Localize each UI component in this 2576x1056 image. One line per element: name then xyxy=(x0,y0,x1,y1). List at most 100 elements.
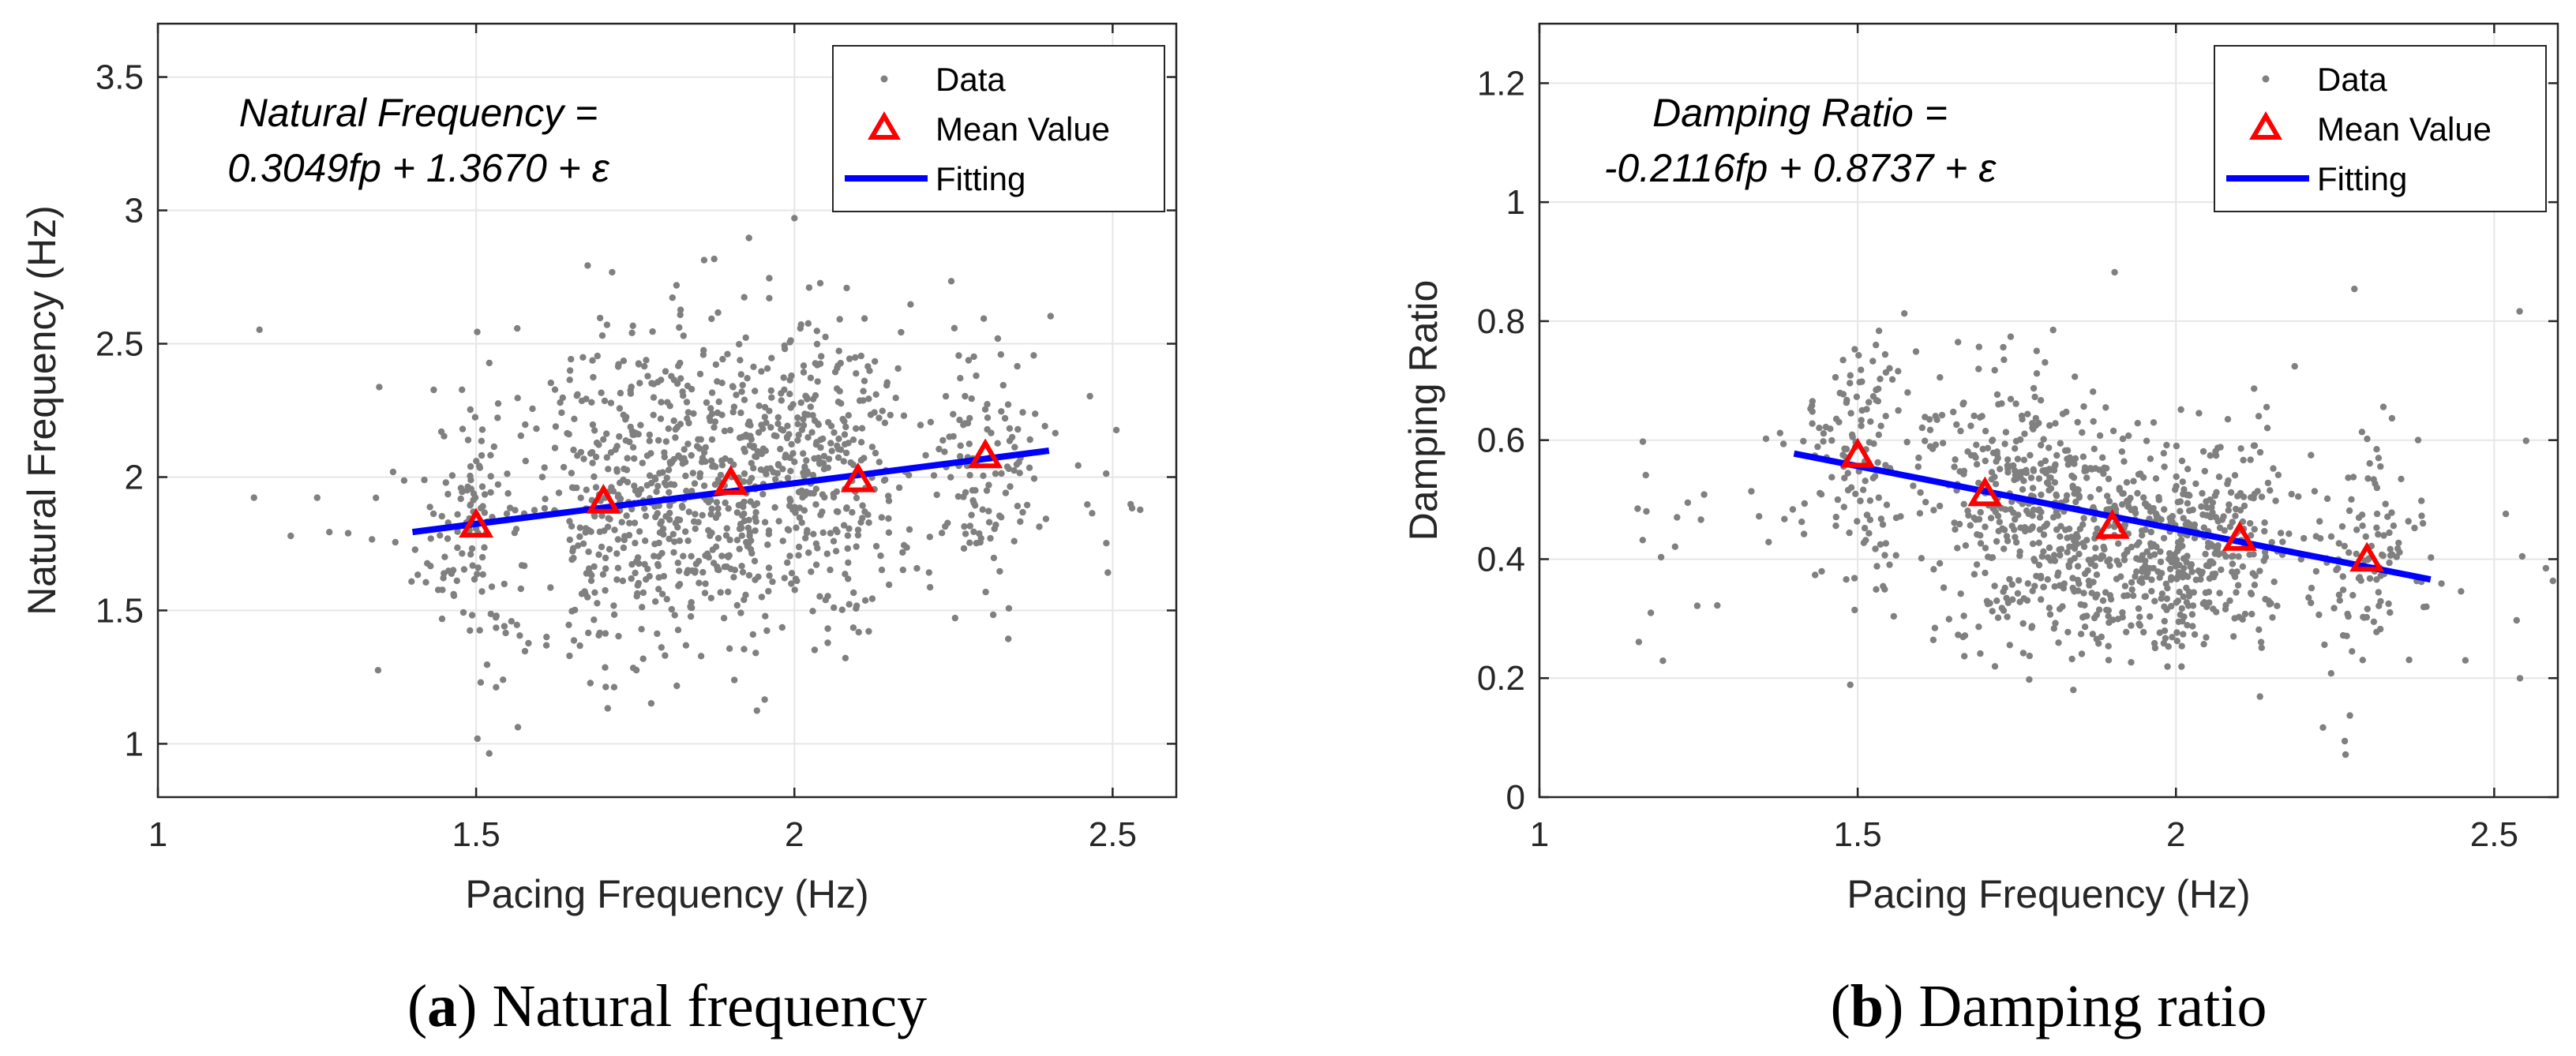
data-point xyxy=(2118,448,2126,455)
data-point xyxy=(2165,556,2173,563)
data-point xyxy=(1873,563,1880,570)
data-point xyxy=(1957,427,1964,435)
data-point xyxy=(804,320,812,327)
data-point xyxy=(774,420,782,428)
data-point xyxy=(568,556,576,564)
data-point xyxy=(2173,575,2180,582)
data-point xyxy=(584,594,591,601)
data-point xyxy=(487,451,494,459)
data-point xyxy=(860,388,867,395)
data-point xyxy=(566,518,573,525)
data-point xyxy=(1828,436,1835,444)
data-point xyxy=(824,625,831,632)
legend-mean-marker xyxy=(868,111,901,140)
data-point xyxy=(2128,586,2135,594)
data-point xyxy=(696,470,704,477)
data-point xyxy=(791,586,798,594)
data-point xyxy=(2152,475,2160,482)
data-point xyxy=(2030,384,2038,392)
data-point xyxy=(2121,522,2129,529)
data-point xyxy=(2177,498,2184,505)
data-point xyxy=(1841,474,1848,481)
data-point xyxy=(1853,393,1861,400)
data-point xyxy=(2261,519,2268,526)
data-point xyxy=(899,549,906,556)
data-point xyxy=(2184,466,2192,473)
data-point xyxy=(2154,513,2162,521)
data-point xyxy=(1847,380,1854,387)
data-point xyxy=(2414,436,2422,444)
data-point xyxy=(973,540,981,547)
data-point xyxy=(2349,592,2357,599)
data-point xyxy=(858,425,866,432)
data-point xyxy=(2258,644,2265,651)
data-point xyxy=(2019,486,2027,493)
data-point xyxy=(577,494,584,501)
data-point xyxy=(2139,579,2146,586)
data-point xyxy=(620,544,628,552)
data-point xyxy=(646,472,654,479)
data-point xyxy=(2094,525,2101,533)
data-point xyxy=(2040,531,2048,538)
data-point xyxy=(1892,514,1900,522)
data-point xyxy=(1916,510,1924,517)
data-point xyxy=(683,399,691,406)
data-point xyxy=(2090,445,2098,452)
data-point xyxy=(606,515,613,522)
data-point xyxy=(714,564,721,571)
data-point xyxy=(476,464,484,471)
data-point xyxy=(2012,471,2019,478)
data-point xyxy=(2212,447,2219,455)
data-point xyxy=(494,400,502,407)
data-point xyxy=(796,504,804,511)
data-point xyxy=(2033,370,2041,377)
data-point xyxy=(2268,538,2275,546)
data-point xyxy=(2348,496,2355,503)
data-point xyxy=(2035,419,2042,427)
data-point xyxy=(1877,541,1884,548)
data-point xyxy=(798,487,805,494)
data-point xyxy=(467,501,474,508)
data-point xyxy=(2225,507,2232,514)
data-point xyxy=(684,440,692,447)
data-point xyxy=(2180,564,2188,572)
data-point xyxy=(674,524,681,531)
data-point xyxy=(1809,408,1816,415)
data-point xyxy=(998,470,1005,477)
data-point xyxy=(2055,639,2062,646)
data-point xyxy=(739,381,746,389)
data-point xyxy=(2024,580,2031,587)
data-point xyxy=(642,512,650,520)
data-point xyxy=(2150,419,2158,426)
data-point xyxy=(688,552,695,560)
data-point xyxy=(1639,537,1646,544)
data-point xyxy=(474,564,482,571)
data-point xyxy=(2101,464,2108,471)
data-point xyxy=(849,436,857,444)
data-point xyxy=(2173,482,2180,490)
data-point xyxy=(758,368,765,375)
data-point xyxy=(1756,513,1763,520)
data-point xyxy=(696,579,703,586)
data-point xyxy=(376,384,383,391)
data-point xyxy=(702,580,709,587)
data-point xyxy=(972,502,979,509)
data-point xyxy=(2359,522,2366,530)
data-point xyxy=(623,512,630,519)
data-point xyxy=(1852,490,1859,497)
data-point xyxy=(762,612,769,620)
data-point xyxy=(655,436,662,444)
data-point xyxy=(2361,557,2368,564)
data-point xyxy=(791,504,798,511)
data-point xyxy=(573,484,580,492)
data-point xyxy=(1828,474,1835,481)
data-point xyxy=(794,436,801,444)
data-point xyxy=(699,511,706,519)
data-point xyxy=(2004,462,2011,470)
data-point xyxy=(2178,663,2185,670)
data-point xyxy=(610,602,617,609)
data-point xyxy=(408,578,415,585)
data-point xyxy=(2088,590,2095,597)
data-point xyxy=(865,395,872,403)
data-point xyxy=(631,431,638,438)
